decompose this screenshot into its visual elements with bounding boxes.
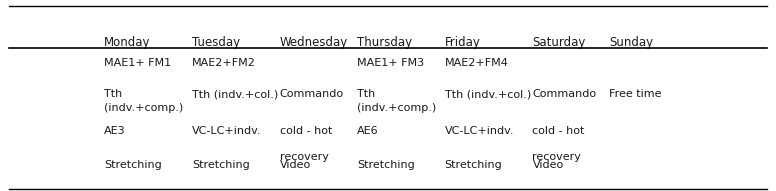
Text: Free time: Free time — [609, 89, 662, 99]
Text: Tth
(indv.+comp.): Tth (indv.+comp.) — [104, 89, 183, 113]
Text: Commando: Commando — [532, 89, 597, 99]
Text: AE3: AE3 — [104, 126, 126, 136]
Text: Tth
(indv.+comp.): Tth (indv.+comp.) — [357, 89, 436, 113]
Text: Saturday: Saturday — [532, 36, 586, 49]
Text: VC-LC+indv.: VC-LC+indv. — [445, 126, 514, 136]
Text: recovery: recovery — [532, 152, 581, 162]
Text: Friday: Friday — [445, 36, 480, 49]
Text: AE6: AE6 — [357, 126, 379, 136]
Text: Tth (indv.+col.): Tth (indv.+col.) — [192, 89, 279, 99]
Text: Video: Video — [280, 160, 311, 170]
Text: Wednesday: Wednesday — [280, 36, 348, 49]
Text: Stretching: Stretching — [357, 160, 414, 170]
Text: MAE2+FM4: MAE2+FM4 — [445, 58, 508, 68]
Text: Thursday: Thursday — [357, 36, 412, 49]
Text: Tuesday: Tuesday — [192, 36, 240, 49]
Text: Stretching: Stretching — [192, 160, 250, 170]
Text: Commando: Commando — [280, 89, 344, 99]
Text: VC-LC+indv.: VC-LC+indv. — [192, 126, 262, 136]
Text: Stretching: Stretching — [445, 160, 502, 170]
Text: cold - hot: cold - hot — [280, 126, 332, 136]
Text: recovery: recovery — [280, 152, 329, 162]
Text: MAE2+FM2: MAE2+FM2 — [192, 58, 256, 68]
Text: Stretching: Stretching — [104, 160, 162, 170]
Text: MAE1+ FM1: MAE1+ FM1 — [104, 58, 171, 68]
Text: MAE1+ FM3: MAE1+ FM3 — [357, 58, 424, 68]
Text: cold - hot: cold - hot — [532, 126, 585, 136]
Text: Sunday: Sunday — [609, 36, 653, 49]
Text: Monday: Monday — [104, 36, 151, 49]
Text: Video: Video — [532, 160, 563, 170]
Text: Tth (indv.+col.): Tth (indv.+col.) — [445, 89, 531, 99]
